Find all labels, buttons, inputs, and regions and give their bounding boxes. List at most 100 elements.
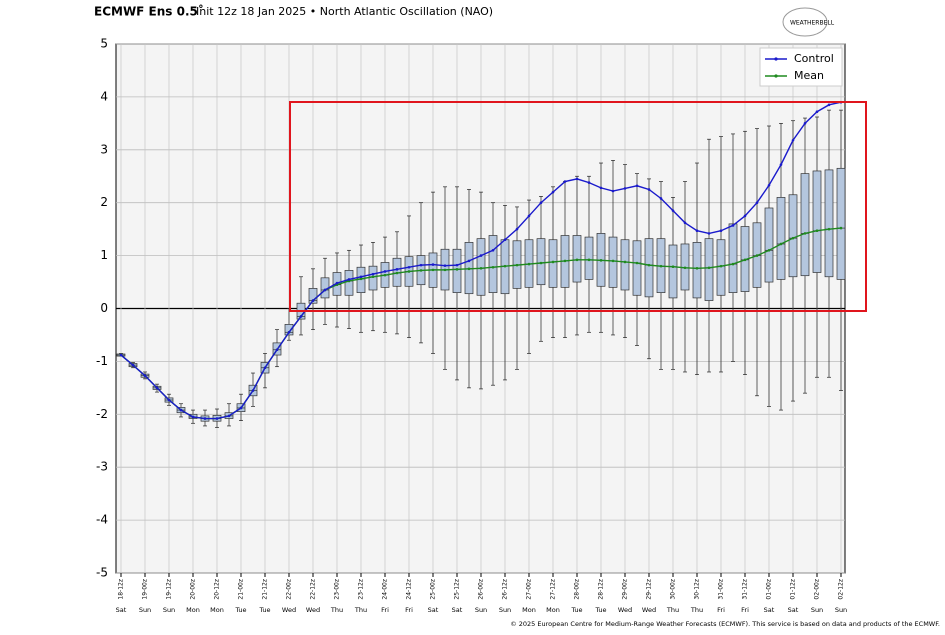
logo-ring xyxy=(782,7,828,37)
x-tick-label: 20-00z xyxy=(190,579,197,600)
legend-swatch-dot xyxy=(774,57,778,61)
series-point xyxy=(815,110,819,114)
x-tick-label: 28-00z xyxy=(574,579,581,600)
y-tick-label: 1 xyxy=(100,248,108,262)
series-point xyxy=(767,249,771,252)
box xyxy=(788,194,798,278)
x-tick-label: 27-12z xyxy=(550,579,557,600)
series-point xyxy=(407,270,411,273)
y-tick-label: 4 xyxy=(100,89,108,103)
series-point xyxy=(791,138,795,142)
series-point xyxy=(743,214,747,218)
x-tick-label: 22-12z xyxy=(310,579,317,600)
logo: WEATHERBELL xyxy=(790,20,835,27)
y-tick-label: -5 xyxy=(96,566,108,580)
x-tick-label: 26-12z xyxy=(502,579,509,600)
series-point xyxy=(623,187,627,190)
x-weekday-label: Tue xyxy=(258,606,270,614)
series-point xyxy=(587,181,591,184)
series-point xyxy=(815,229,819,233)
x-weekday-label: Mon xyxy=(546,606,560,614)
legend-label: Mean xyxy=(794,69,824,82)
x-weekday-label: Mon xyxy=(186,606,200,614)
series-point xyxy=(791,236,795,240)
series-point xyxy=(719,264,723,268)
box xyxy=(668,244,678,299)
series-point xyxy=(623,260,627,264)
x-weekday-label: Sat xyxy=(116,606,127,614)
x-tick-label: 18-12z xyxy=(118,579,125,600)
series-point xyxy=(755,254,759,257)
x-tick-label: 29-12z xyxy=(646,579,653,600)
series-point xyxy=(383,270,387,273)
series-point xyxy=(359,275,363,279)
series-point xyxy=(359,277,363,281)
box xyxy=(776,197,786,280)
x-tick-label: 01-00z xyxy=(766,579,773,600)
box xyxy=(764,207,774,283)
series-point xyxy=(167,398,171,402)
box xyxy=(284,324,294,336)
x-weekday-label: Thu xyxy=(354,606,367,614)
x-tick-label: 30-12z xyxy=(694,579,701,600)
box xyxy=(608,236,618,288)
x-weekday-label: Fri xyxy=(741,606,749,614)
series-point xyxy=(479,254,483,257)
series-point xyxy=(335,281,339,285)
box xyxy=(836,167,846,280)
box xyxy=(704,238,714,301)
series-point xyxy=(467,267,471,271)
y-tick-label: 0 xyxy=(100,301,108,315)
series-point xyxy=(287,331,291,334)
series-point xyxy=(215,417,219,420)
series-point xyxy=(203,417,207,420)
x-tick-label: 27-00z xyxy=(526,579,533,600)
legend-label: Control xyxy=(794,52,834,65)
series-point xyxy=(491,265,495,269)
series-point xyxy=(479,266,483,270)
series-point xyxy=(455,263,459,267)
series-point xyxy=(719,229,723,233)
box xyxy=(800,173,810,277)
x-weekday-label: Sat xyxy=(764,606,775,614)
x-weekday-label: Mon xyxy=(210,606,224,614)
series-point xyxy=(611,189,615,193)
x-tick-label: 22-00z xyxy=(286,579,293,600)
series-point xyxy=(395,271,399,275)
x-weekday-label: Thu xyxy=(330,606,343,614)
series-point xyxy=(551,260,555,264)
x-weekday-label: Fri xyxy=(381,606,389,614)
box xyxy=(548,239,558,288)
series-point xyxy=(671,265,675,269)
series-point xyxy=(539,261,543,265)
x-tick-label: 28-12z xyxy=(598,579,605,600)
series-point xyxy=(539,201,543,204)
x-tick-label: 23-00z xyxy=(334,579,341,600)
box xyxy=(824,169,834,278)
series-point xyxy=(683,221,687,225)
x-weekday-label: Sun xyxy=(499,606,511,614)
box xyxy=(476,238,486,296)
x-tick-label: 31-00z xyxy=(718,579,725,600)
x-weekday-label: Sun xyxy=(811,606,823,614)
series-point xyxy=(803,232,807,235)
series-point xyxy=(563,259,567,263)
x-weekday-label: Sat xyxy=(452,606,463,614)
series-point xyxy=(191,415,195,419)
box xyxy=(716,239,726,296)
series-point xyxy=(155,386,159,390)
series-point xyxy=(671,209,675,212)
y-tick-label: -1 xyxy=(96,354,108,368)
y-tick-label: -3 xyxy=(96,460,108,474)
series-point xyxy=(551,190,555,194)
x-tick-label: 24-00z xyxy=(382,579,389,600)
x-weekday-label: Wed xyxy=(642,606,656,614)
series-point xyxy=(659,264,663,268)
series-point xyxy=(131,363,135,367)
y-tick-label: 5 xyxy=(100,37,108,51)
series-point xyxy=(827,103,831,107)
series-point xyxy=(695,229,699,233)
y-tick-label: -4 xyxy=(96,513,108,527)
box xyxy=(344,270,354,296)
series-point xyxy=(311,299,315,302)
